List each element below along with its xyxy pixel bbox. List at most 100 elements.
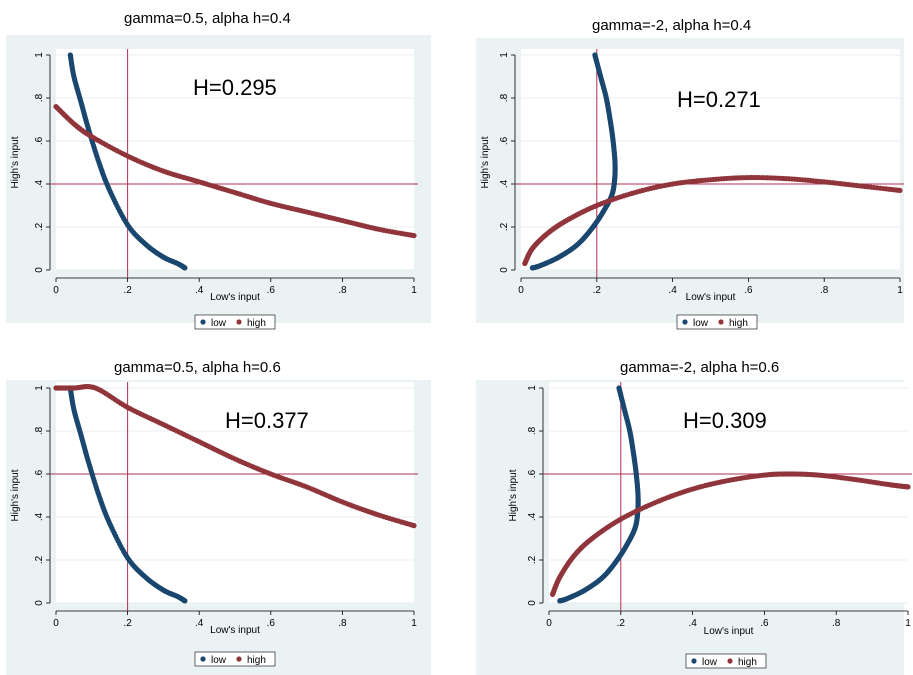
plot-area [56,49,414,270]
chart-title-2: gamma=-2, alpha h=0.4 [592,17,752,34]
plot-area [549,382,908,603]
x-tick-label: .2 [123,285,132,296]
annotation-h: H=0.309 [683,408,767,433]
x-tick-label: .2 [123,618,132,629]
x-tick-label: .6 [267,285,276,296]
y-tick-label: .2 [34,222,45,231]
y-tick-label: .8 [34,426,45,435]
y-tick-label: .2 [499,222,510,231]
series-high [53,104,417,239]
data-point-low [557,598,563,604]
x-axis-label: Low's input [686,292,736,303]
data-point-low [182,265,188,271]
legend-label-high: high [247,318,266,329]
series-low [529,52,618,271]
x-tick-label: .8 [820,285,829,296]
y-tick-label: 1 [34,52,45,58]
chart-2: 0 .2 .4 .6 .8 1 0 .2 .4 .6 .8 1 Low's input High's in… [476,38,904,330]
y-tick-label: .6 [34,136,45,145]
y-tick-label: .4 [527,512,538,521]
chart-4: 0 .2 .4 .6 .8 1 0 .2 .4 .6 .8 1 Low's input High's in… [476,380,912,675]
legend-label-low: low [211,655,227,666]
legend-label-high: high [738,657,757,668]
y-tick-label: 1 [34,385,45,391]
chart-3: 0 .2 .4 .6 .8 1 0 .2 .4 .6 .8 1 Low's input High's in… [6,380,431,675]
x-tick-label: .8 [338,285,347,296]
legend [194,651,276,667]
data-point-low [182,598,188,604]
legend [194,314,276,330]
x-axis-label: Low's input [210,625,260,636]
data-point-high [411,233,417,239]
data-point-high [411,523,417,529]
x-tick-label: .6 [744,285,753,296]
x-tick-label: .4 [195,618,204,629]
legend-marker-high [727,658,733,664]
y-tick-label: 0 [499,267,510,273]
x-tick-label: 0 [518,285,524,296]
x-tick-label: 1 [905,618,911,629]
x-tick-label: 0 [546,618,552,629]
annotation-h: H=0.377 [225,408,309,433]
legend-marker-low [691,658,697,664]
x-tick-label: .8 [832,618,841,629]
x-tick-label: .4 [688,618,697,629]
annotation-h: H=0.271 [677,87,761,112]
legend-label-low: low [702,657,718,668]
legend [676,314,758,330]
chart-title-1: gamma=0.5, alpha h=0.4 [124,10,291,27]
x-axis-label: Low's input [210,292,260,303]
chart-1: 0 .2 .4 .6 .8 1 0 .2 .4 .6 .8 1 Low's input High's in… [6,35,431,330]
y-tick-label: .4 [499,179,510,188]
legend-marker-high [236,319,242,325]
legend-marker-low [200,319,206,325]
y-axis-label: High's input [10,469,21,521]
y-tick-label: .6 [527,469,538,478]
legend-label-low: low [211,318,227,329]
chart-title-4: gamma=-2, alpha h=0.6 [620,359,780,376]
x-tick-label: .4 [195,285,204,296]
y-tick-label: .2 [34,555,45,564]
series-high [53,383,417,529]
plot-area [521,49,900,270]
y-tick-label: .4 [34,179,45,188]
series-high [549,471,911,598]
series-low [67,52,188,271]
x-tick-label: 1 [411,618,417,629]
legend [685,653,767,669]
y-axis-label: High's input [508,469,519,521]
legend-marker-high [718,319,724,325]
y-tick-label: .6 [34,469,45,478]
annotation-h: H=0.295 [193,75,277,100]
legend-marker-low [200,656,206,662]
y-axis-label: High's input [480,136,491,188]
data-point-low [529,265,535,271]
x-tick-label: 0 [53,285,59,296]
y-axis-label: High's input [10,136,21,188]
x-tick-label: .6 [267,618,276,629]
data-point-high [905,484,911,490]
y-tick-label: .8 [527,426,538,435]
legend-label-high: high [247,655,266,666]
y-tick-label: 1 [527,385,538,391]
legend-marker-low [682,319,688,325]
data-point-high [897,187,903,194]
x-tick-label: 0 [53,618,59,629]
legend-label-high: high [729,318,748,329]
y-tick-label: .4 [34,512,45,521]
y-tick-label: 0 [34,600,45,606]
y-tick-label: 0 [527,600,538,606]
y-tick-label: .8 [34,93,45,102]
x-tick-label: .2 [617,618,626,629]
series-low [557,385,641,604]
plot-area [56,382,414,603]
x-tick-label: .6 [760,618,769,629]
y-tick-label: .6 [499,136,510,145]
x-axis-label: Low's input [704,626,754,637]
legend-marker-high [236,656,242,662]
legend-label-low: low [693,318,709,329]
x-tick-label: 1 [897,285,903,296]
chart-title-3: gamma=0.5, alpha h=0.6 [114,359,281,376]
